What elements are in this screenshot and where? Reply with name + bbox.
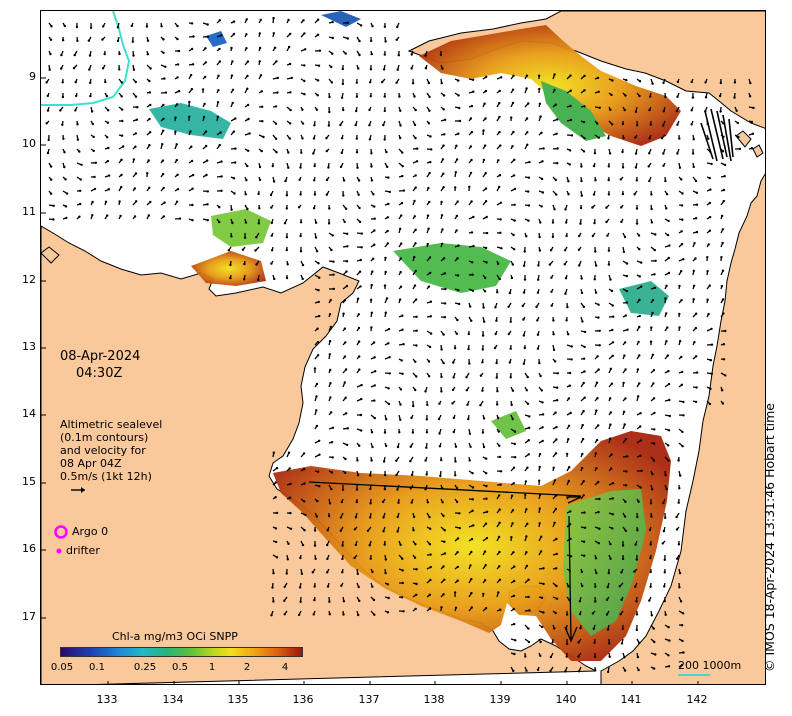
x-tick-label: 142: [686, 693, 708, 706]
velocity-legend: Altimetric sealevel (0.1m contours) and …: [60, 418, 162, 483]
velocity-scale-arrowhead: [81, 487, 85, 493]
argo-label: Argo 0: [72, 525, 109, 538]
colorbar-title: Chl-a mg/m3 OCi SNPP: [112, 630, 238, 643]
colorbar-tick-label: 0.5: [172, 662, 188, 673]
map-panel: [40, 10, 766, 685]
chl-arnhem-west: [191, 251, 266, 286]
chl-blue-speck: [206, 31, 227, 47]
x-tick-label: 141: [620, 693, 642, 706]
colorbar-tick-label: 0.05: [50, 662, 74, 673]
x-tick-label: 133: [96, 693, 118, 706]
x-tick-label: 134: [162, 693, 184, 706]
copyright-credit: © IMOS 18-Apr-2024 13:31:46 Hobart time: [762, 403, 777, 672]
chl-teal-patch-2: [149, 103, 231, 139]
y-tick-label: 14: [22, 407, 36, 420]
drifter-marker-icon: [56, 548, 62, 554]
x-tick-label: 136: [292, 693, 314, 706]
contour-200m: [41, 11, 131, 106]
legend-line-2: (0.1m contours): [60, 431, 149, 444]
x-tick-label: 135: [227, 693, 249, 706]
y-tick-label: 15: [22, 475, 36, 488]
chl-gulf-green-east: [563, 489, 646, 636]
argo-marker-icon: [54, 525, 68, 539]
melville-coast-islands: [41, 246, 60, 264]
chl-green-patch-1: [393, 243, 511, 293]
map-date: 08-Apr-2024: [60, 349, 141, 364]
torres-strait-arrows: [700, 108, 734, 162]
gulf-jet-arrows: [308, 481, 582, 643]
velocity-vectors: [45, 16, 755, 674]
y-tick-label: 11: [22, 205, 36, 218]
legend-line-5: 0.5m/s (1kt 12h): [60, 470, 152, 483]
colorbar-tick-label: 2: [243, 662, 251, 673]
legend-line-3: and velocity for: [60, 444, 146, 457]
y-tick-label: 12: [22, 273, 36, 286]
colorbar-tick-label: 4: [281, 662, 289, 673]
depth-contour-swatch: [678, 674, 710, 676]
map-canvas: [41, 11, 765, 684]
y-tick-label: 17: [22, 610, 36, 623]
x-tick-label: 140: [555, 693, 577, 706]
y-tick-label: 9: [29, 70, 36, 83]
chl-blue-speck-2: [321, 11, 361, 27]
legend-line-4: 08 Apr 04Z: [60, 457, 122, 470]
y-tick-label: 16: [22, 542, 36, 555]
x-tick-label: 138: [423, 693, 445, 706]
colorbar-tick-label: 0.1: [89, 662, 105, 673]
chl-teal-patch: [619, 281, 669, 316]
axis-ticks: [41, 77, 699, 684]
chl-green-patch-4: [491, 411, 526, 439]
x-tick-label: 137: [358, 693, 380, 706]
map-time: 04:30Z: [76, 366, 123, 381]
legend-line-1: Altimetric sealevel: [60, 418, 163, 431]
y-tick-label: 13: [22, 340, 36, 353]
drifter-label: drifter: [66, 544, 100, 557]
chl-green-patch-3: [211, 209, 271, 247]
x-tick-label: 139: [489, 693, 511, 706]
colorbar: [60, 647, 303, 657]
torres-islands: [735, 130, 764, 158]
colorbar-tick-label: 1: [208, 662, 216, 673]
depth-contour-scale: 200 1000m: [678, 659, 742, 672]
y-tick-label: 10: [22, 137, 36, 150]
chl-png-green: [541, 81, 606, 141]
colorbar-tick-label: 0.25: [133, 662, 157, 673]
